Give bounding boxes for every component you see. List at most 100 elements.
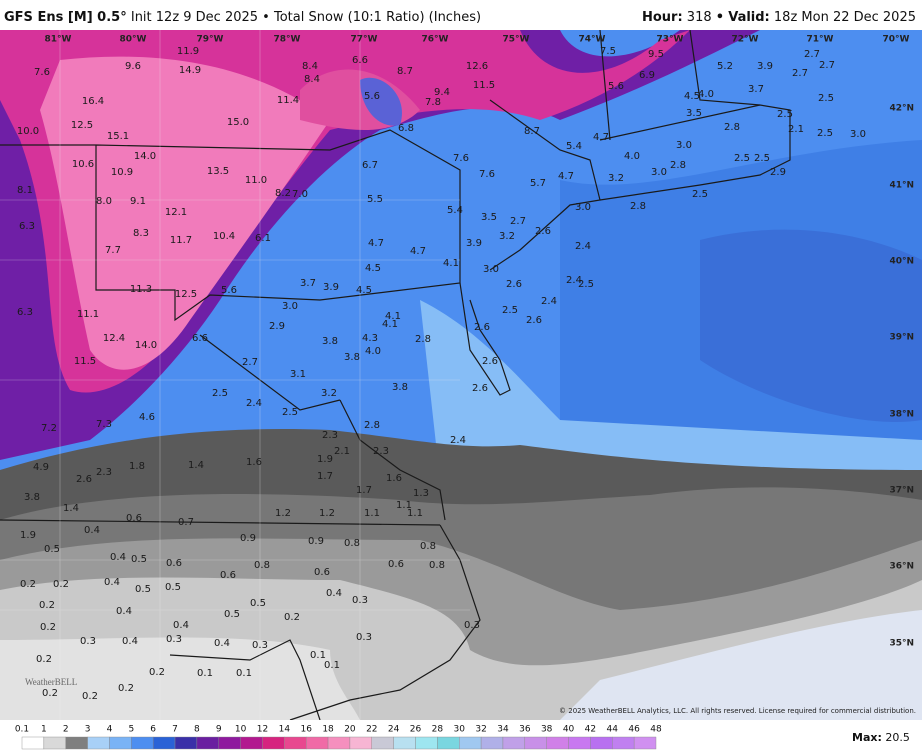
map-value: 6.3 xyxy=(19,221,35,232)
colorbar-swatch xyxy=(633,736,657,750)
map-value: 3.9 xyxy=(323,282,339,293)
map-value: 6.6 xyxy=(192,333,208,344)
colorbar-label: 46 xyxy=(628,725,640,735)
map-value: 0.3 xyxy=(352,595,368,606)
map-value: 3.2 xyxy=(499,231,515,242)
map-value: 4.5 xyxy=(684,91,700,102)
map-value: 3.7 xyxy=(748,84,764,95)
map-value: 16.4 xyxy=(82,96,104,107)
map-value: 14.0 xyxy=(135,340,157,351)
colorbar-label: 42 xyxy=(585,725,596,735)
map-value: 1.1 xyxy=(396,500,412,511)
map-value: 6.9 xyxy=(639,70,655,81)
map-value: 3.7 xyxy=(300,278,316,289)
map-value: 8.0 xyxy=(96,196,112,207)
map-value: 0.4 xyxy=(110,552,126,563)
map-value: 11.3 xyxy=(130,284,152,295)
map-value: 14.0 xyxy=(134,151,156,162)
colorbar-swatch xyxy=(393,736,416,750)
map-value: 4.9 xyxy=(33,462,49,473)
map-value: 2.8 xyxy=(630,201,646,212)
map-value: 0.1 xyxy=(310,650,326,661)
map-value: 2.6 xyxy=(535,226,551,237)
colorbar-swatch xyxy=(43,736,66,750)
county-lines xyxy=(0,30,470,720)
map-value: 6.6 xyxy=(352,55,368,66)
map-value: 4.1 xyxy=(385,311,401,322)
map-value: 2.5 xyxy=(212,388,228,399)
lat-label: 39°N xyxy=(889,333,914,343)
map-value: 11.1 xyxy=(77,309,99,320)
map-value: 6.1 xyxy=(255,233,271,244)
map-value: 2.7 xyxy=(792,68,808,79)
colorbar-label: 2 xyxy=(63,725,69,735)
map-value: 2.4 xyxy=(246,398,262,409)
map-value: 8.4 xyxy=(302,61,318,72)
logo: WeatherBELL xyxy=(25,677,77,687)
colorbar-swatch xyxy=(371,736,394,750)
map-value: 2.5 xyxy=(502,305,518,316)
colorbar-swatch xyxy=(306,736,329,750)
map-value: 1.2 xyxy=(319,508,335,519)
map-value: 12.4 xyxy=(103,333,125,344)
map-value: 3.9 xyxy=(757,61,773,72)
map-value: 4.0 xyxy=(365,346,381,357)
map-value: 3.5 xyxy=(686,108,702,119)
map-value: 12.1 xyxy=(165,207,187,218)
map-value: 7.6 xyxy=(34,67,50,78)
map-value: 2.5 xyxy=(818,93,834,104)
map-value: 2.9 xyxy=(770,167,786,178)
map-value: 5.4 xyxy=(447,205,463,216)
lat-label: 42°N xyxy=(889,104,914,114)
map-value: 2.5 xyxy=(817,128,833,139)
map-value: 2.8 xyxy=(415,334,431,345)
hour-label: Hour: xyxy=(642,10,683,25)
lon-label: 74°W xyxy=(579,35,606,45)
map-value: 2.4 xyxy=(541,296,557,307)
colorbar-swatch xyxy=(524,736,547,750)
map-value: 2.4 xyxy=(566,275,582,286)
map-value: 1.2 xyxy=(275,508,291,519)
colorbar-swatch xyxy=(174,736,198,750)
lon-label: 81°W xyxy=(45,35,72,45)
map-value: 0.2 xyxy=(149,667,165,678)
colorbar-label: 22 xyxy=(366,725,377,735)
map-value: 0.6 xyxy=(126,513,142,524)
map-value: 2.6 xyxy=(472,383,488,394)
map-value: 3.8 xyxy=(392,382,408,393)
lat-label: 36°N xyxy=(889,562,914,572)
map-value: 2.3 xyxy=(322,430,338,441)
colorbar-swatch xyxy=(480,736,504,750)
map-value: 7.8 xyxy=(425,97,441,108)
map-value: 10.6 xyxy=(72,159,94,170)
map-value: 3.0 xyxy=(676,140,692,151)
colorbar-label: 14 xyxy=(279,725,291,735)
map-value: 13.5 xyxy=(207,166,229,177)
max: Max: 20.5 xyxy=(852,731,910,744)
map-value: 5.6 xyxy=(364,91,380,102)
map-value: 0.9 xyxy=(308,536,324,547)
map-value: 9.5 xyxy=(648,49,664,60)
map-value: 7.2 xyxy=(41,423,57,434)
map-value: 11.5 xyxy=(74,356,96,367)
map-value: 0.4 xyxy=(326,588,342,599)
lon-label: 71°W xyxy=(807,35,834,45)
map-value: 0.2 xyxy=(36,654,52,665)
map-value: 4.3 xyxy=(362,333,378,344)
colorbar-label: 28 xyxy=(432,725,444,735)
map-value: 11.7 xyxy=(170,235,192,246)
lon-label: 77°W xyxy=(351,35,378,45)
map-value: 6.3 xyxy=(17,307,33,318)
map-value: 0.2 xyxy=(40,622,56,633)
colorbar-label: 32 xyxy=(475,725,486,735)
lat-label: 40°N xyxy=(889,257,914,267)
map-value: 14.9 xyxy=(179,65,201,76)
lat-label: 37°N xyxy=(889,486,914,496)
map-value: 7.5 xyxy=(600,46,616,57)
map-value: 0.2 xyxy=(39,600,55,611)
map-value: 0.4 xyxy=(122,636,138,647)
map-value: 4.0 xyxy=(698,89,714,100)
map-value: 3.8 xyxy=(24,492,40,503)
map-value: 2.7 xyxy=(242,357,258,368)
